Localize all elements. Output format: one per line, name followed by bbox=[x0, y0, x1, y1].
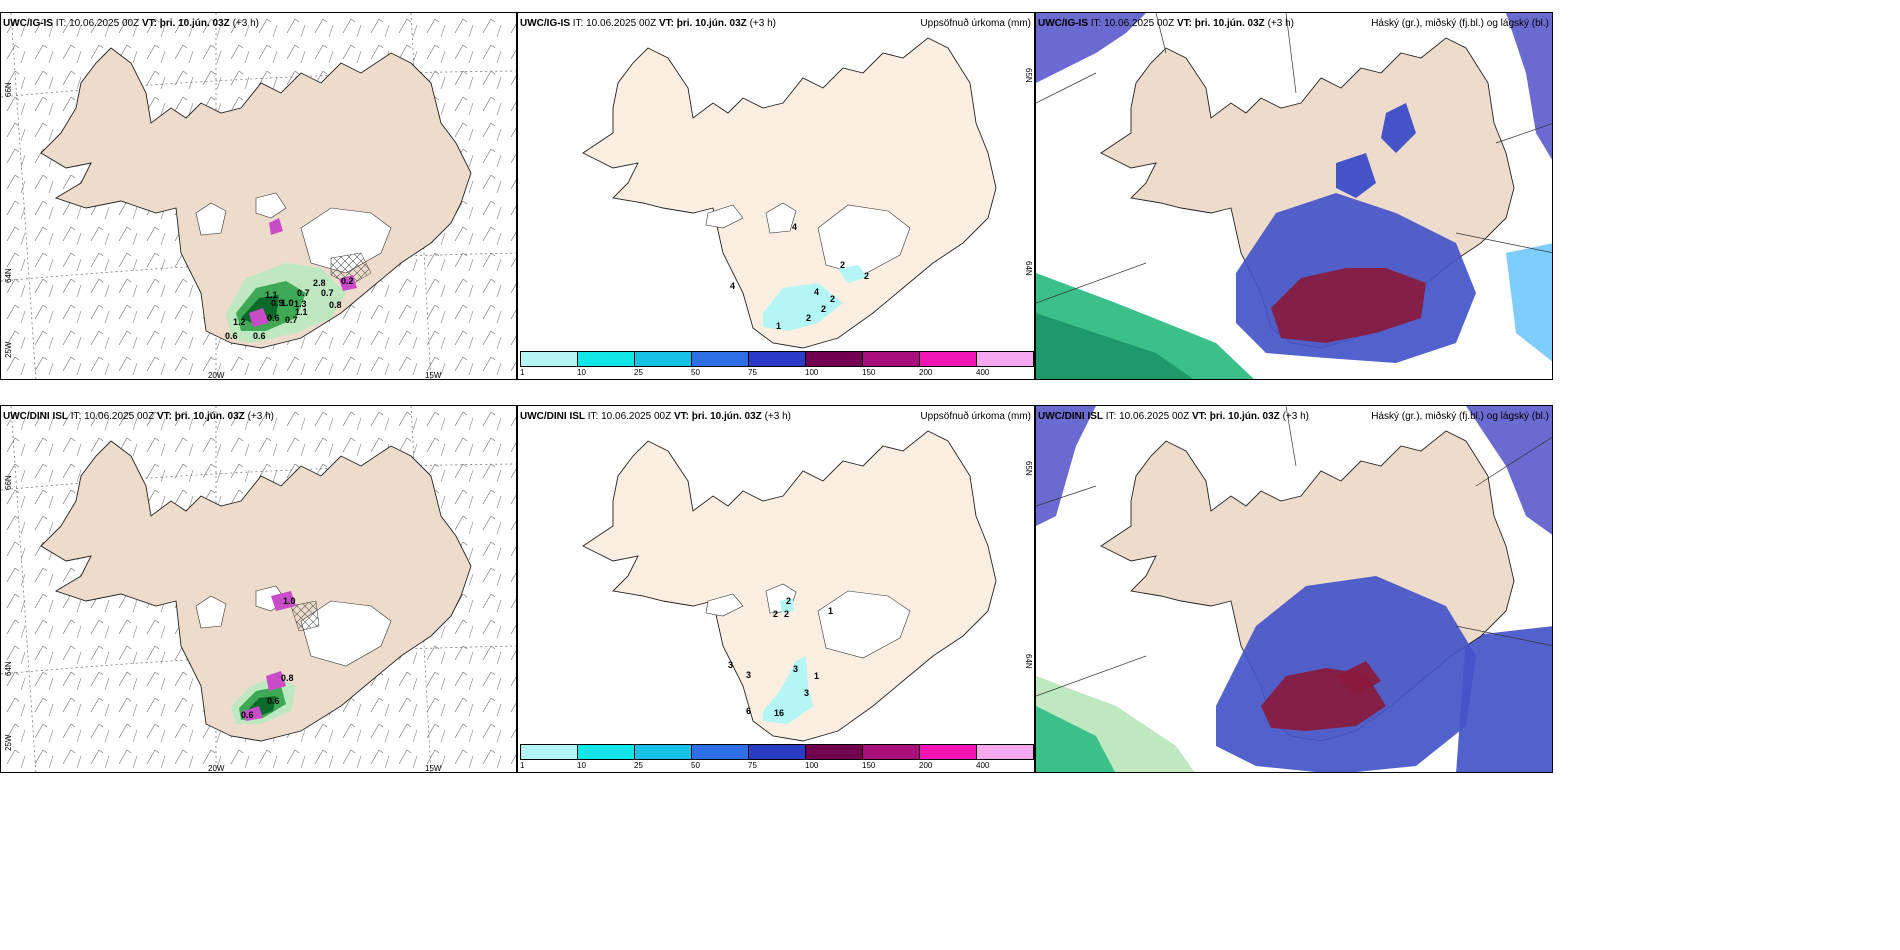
colorbar-tick: 1 bbox=[520, 761, 525, 770]
colorbar-tick: 75 bbox=[748, 368, 757, 377]
lat-label: 64N bbox=[4, 268, 13, 283]
colorbar-swatch bbox=[806, 745, 863, 759]
colorbar-swatch bbox=[806, 352, 863, 366]
precip-map-dini bbox=[582, 430, 997, 742]
panel-header: UWC/DINI ISL IT: 10.06.2025 00Z VT: þri.… bbox=[3, 411, 274, 422]
colorbar-tick: 10 bbox=[577, 368, 586, 377]
colorbar-swatch bbox=[977, 352, 1033, 366]
panel-title: Háský (gr.), miðský (fj.bl.) og lágský (… bbox=[1371, 411, 1549, 422]
panel-header: UWC/IG-IS IT: 10.06.2025 00Z VT: þri. 10… bbox=[520, 18, 776, 29]
colorbar-swatch bbox=[692, 352, 749, 366]
lat-label: 64N bbox=[1024, 261, 1033, 276]
wind-map-dini bbox=[1, 406, 516, 772]
lon-label: 15W bbox=[425, 371, 442, 380]
panel-header: UWC/DINI ISL IT: 10.06.2025 00Z VT: þri.… bbox=[1038, 411, 1309, 422]
colorbar-swatch bbox=[578, 352, 635, 366]
lat-label: 65N bbox=[1024, 461, 1033, 476]
lon-label: 20W bbox=[208, 764, 225, 773]
panel-header: UWC/IG-IS IT: 10.06.2025 00Z VT: þri. 10… bbox=[3, 18, 259, 29]
colorbar-tick: 400 bbox=[976, 761, 990, 770]
colorbar-swatch bbox=[521, 352, 578, 366]
lat-label: 25W bbox=[4, 341, 13, 358]
panel-title: Uppsöfnuð úrkoma (mm) bbox=[920, 18, 1031, 29]
colorbar-tick: 25 bbox=[634, 761, 643, 770]
precip-map-igis bbox=[582, 37, 997, 349]
panel-clouds-dini[interactable]: UWC/DINI ISL IT: 10.06.2025 00Z VT: þri.… bbox=[1035, 405, 1553, 773]
wind-map-igis bbox=[1, 13, 516, 379]
colorbar-swatch bbox=[920, 352, 977, 366]
panel-header: UWC/DINI ISL IT: 10.06.2025 00Z VT: þri.… bbox=[520, 411, 791, 422]
panel-clouds-igis[interactable]: UWC/IG-IS IT: 10.06.2025 00Z VT: þri. 10… bbox=[1035, 12, 1553, 380]
colorbar-labels: 1 10 25 50 75 100 150 200 400 bbox=[520, 367, 1034, 379]
colorbar-swatch bbox=[920, 745, 977, 759]
lon-label: 20W bbox=[208, 371, 225, 380]
colorbar-swatch bbox=[578, 745, 635, 759]
panel-title: Háský (gr.), miðský (fj.bl.) og lágský (… bbox=[1371, 18, 1549, 29]
colorbar-tick: 10 bbox=[577, 761, 586, 770]
clouds-map-dini bbox=[1036, 406, 1552, 772]
colorbar-tick: 75 bbox=[748, 761, 757, 770]
lat-label: 25W bbox=[4, 734, 13, 751]
colorbar-swatch bbox=[635, 745, 692, 759]
colorbar-tick: 200 bbox=[919, 761, 933, 770]
colorbar-swatch bbox=[521, 745, 578, 759]
colorbar-tick: 150 bbox=[862, 761, 876, 770]
panel-precip-igis[interactable]: UWC/IG-IS IT: 10.06.2025 00Z VT: þri. 10… bbox=[517, 12, 1035, 380]
colorbar-swatch bbox=[692, 745, 749, 759]
panel-wind-igis[interactable]: UWC/IG-IS IT: 10.06.2025 00Z VT: þri. 10… bbox=[0, 12, 517, 380]
colorbar-tick: 200 bbox=[919, 368, 933, 377]
panel-header: UWC/IG-IS IT: 10.06.2025 00Z VT: þri. 10… bbox=[1038, 18, 1294, 29]
panel-precip-dini[interactable]: UWC/DINI ISL IT: 10.06.2025 00Z VT: þri.… bbox=[517, 405, 1035, 773]
colorbar-swatch bbox=[863, 745, 920, 759]
colorbar-labels: 1 10 25 50 75 100 150 200 400 bbox=[520, 760, 1034, 772]
precip-colorbar bbox=[520, 351, 1034, 367]
clouds-map-igis bbox=[1036, 13, 1552, 379]
panel-title: Uppsöfnuð úrkoma (mm) bbox=[920, 411, 1031, 422]
lat-label: 66N bbox=[4, 82, 13, 97]
colorbar-swatch bbox=[635, 352, 692, 366]
colorbar-tick: 100 bbox=[805, 368, 819, 377]
colorbar-tick: 25 bbox=[634, 368, 643, 377]
colorbar-tick: 50 bbox=[691, 368, 700, 377]
colorbar-tick: 1 bbox=[520, 368, 525, 377]
colorbar-swatch bbox=[749, 352, 806, 366]
lat-label: 64N bbox=[4, 661, 13, 676]
panel-wind-dini[interactable]: UWC/DINI ISL IT: 10.06.2025 00Z VT: þri.… bbox=[0, 405, 517, 773]
lat-label: 64N bbox=[1024, 654, 1033, 669]
colorbar-swatch bbox=[749, 745, 806, 759]
colorbar-swatch bbox=[977, 745, 1033, 759]
colorbar-swatch bbox=[863, 352, 920, 366]
lat-label: 66N bbox=[4, 475, 13, 490]
colorbar-tick: 100 bbox=[805, 761, 819, 770]
precip-colorbar bbox=[520, 744, 1034, 760]
colorbar-tick: 150 bbox=[862, 368, 876, 377]
lon-label: 15W bbox=[425, 764, 442, 773]
colorbar-tick: 50 bbox=[691, 761, 700, 770]
lat-label: 65N bbox=[1024, 68, 1033, 83]
colorbar-tick: 400 bbox=[976, 368, 990, 377]
